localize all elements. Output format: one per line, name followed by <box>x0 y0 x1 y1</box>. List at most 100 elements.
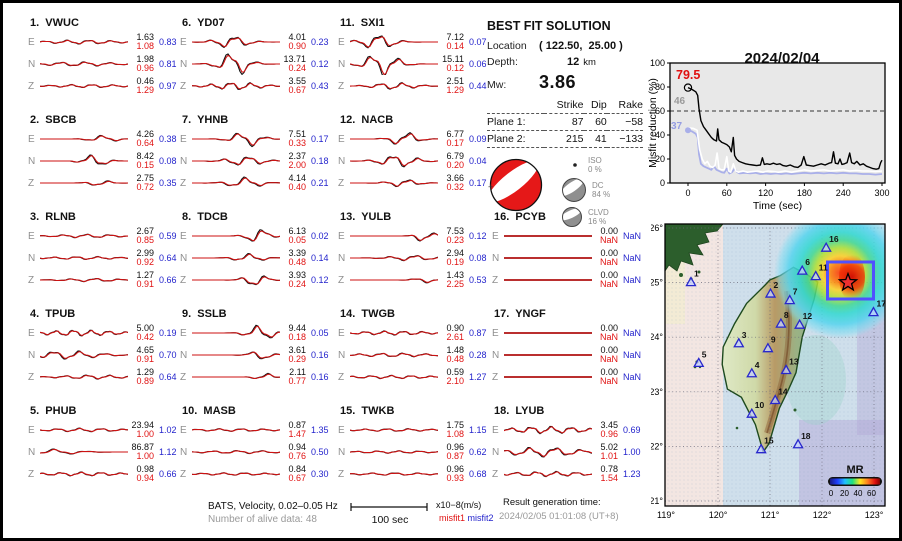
misfit1-value: NaN <box>599 257 618 267</box>
plane1-rake: −58 <box>606 113 643 131</box>
misfit1-value: 0.24 <box>288 63 306 73</box>
misfit1-value: NaN <box>599 376 618 386</box>
svg-text:121°: 121° <box>761 510 780 520</box>
waveform-trace <box>40 83 128 88</box>
misfit1-value: 0.96 <box>600 429 618 439</box>
misfit1-value: 0.91 <box>136 354 154 364</box>
waveform-trace <box>192 132 280 148</box>
station-lyub: 18. LYUB E 3.45 0.96 0.69 N 5.02 1.01 1.00 Z 0.78 1… <box>492 405 644 502</box>
amplitude-value: 7.53 <box>446 225 464 236</box>
svg-text:100: 100 <box>650 58 665 68</box>
amplitude-and-misfit1: 5.00 0.42 <box>128 323 154 343</box>
misfit1-value: 0.96 <box>136 63 154 73</box>
misfit2-value: 0.83 <box>159 37 177 47</box>
svg-text:14: 14 <box>778 387 788 397</box>
waveform-trace <box>350 374 438 380</box>
misfit2-value: 0.35 <box>159 178 177 188</box>
misfit2-value: 1.23 <box>623 469 641 479</box>
waveform-trace <box>504 470 592 478</box>
amplitude-value: 4.01 <box>288 31 306 42</box>
component-label: E <box>180 36 187 48</box>
svg-text:40: 40 <box>655 130 665 140</box>
amplitude-and-misfit1: 6.13 0.05 <box>280 226 306 246</box>
panel-title: BEST FIT SOLUTION <box>487 19 611 33</box>
svg-text:80: 80 <box>655 82 665 92</box>
iso-label: ISO <box>588 156 602 165</box>
misfit-heatmap <box>774 224 885 339</box>
component-label: Z <box>180 468 187 480</box>
waveform-row-vwuc-e: E 1.63 1.08 0.83 <box>28 31 180 53</box>
misfit2-value: 0.08 <box>469 253 487 263</box>
result-time-value: 2024/02/05 01:01:08 (UT+8) <box>499 511 619 522</box>
amplitude-and-misfit1: 2.11 0.77 <box>280 367 306 387</box>
waveform-row-masb-n: N 0.94 0.76 0.50 <box>180 441 332 463</box>
waveform-trace <box>350 352 438 358</box>
clvd-pct: 16 % <box>588 217 607 226</box>
mw-row: Mw: 3.86 <box>487 72 651 93</box>
amplitude-value: 0.84 <box>288 463 306 474</box>
misfit2-legend: misfit2 <box>467 513 494 523</box>
misfit1-value: 0.76 <box>288 451 306 461</box>
amplitude-value: 2.51 <box>446 75 464 86</box>
component-label: E <box>28 36 35 48</box>
amplitude-value: 23.94 <box>131 419 154 430</box>
svg-text:4: 4 <box>755 360 760 370</box>
waveform-trace <box>192 472 280 476</box>
station-title: 17. YNGF <box>494 308 546 320</box>
component-label: E <box>492 230 499 242</box>
waveform-trace <box>350 232 438 242</box>
misfit1-value: 0.89 <box>136 376 154 386</box>
waveform-trace <box>350 81 438 90</box>
waveform-trace <box>504 354 592 356</box>
svg-text:2: 2 <box>774 280 779 290</box>
waveform-row-twkb-z: Z 0.96 0.93 0.68 <box>338 463 490 485</box>
focal-mechanism-beachball-icon: + <box>488 158 543 212</box>
component-label: Z <box>180 177 187 189</box>
station-phub: 5. PHUB E 23.94 1.00 1.02 N 86.87 1.00 1.12 Z 0.98… <box>28 405 180 502</box>
amplitude-value: 0.00 <box>600 225 618 236</box>
mechanism-row: + ISO 0 % <box>487 156 651 228</box>
waveform-row-yhnb-n: N 2.37 2.00 0.18 <box>180 150 332 172</box>
amplitude-and-misfit1: 5.02 1.01 <box>592 442 618 462</box>
station-twkb: 15. TWKB E 1.75 1.08 1.15 N 0.96 0.87 0.62 Z 0.96 0… <box>338 405 490 502</box>
svg-text:10: 10 <box>755 400 765 410</box>
amplitude-value: 0.00 <box>600 247 618 258</box>
station-title: 15. TWKB <box>340 405 395 417</box>
misfit1-value: 0.40 <box>288 182 306 192</box>
map-station-2: 2 <box>764 280 779 298</box>
misfit2-value: 0.43 <box>311 81 329 91</box>
waveform-trace <box>350 428 438 432</box>
station-sbcb: 2. SBCB E 4.26 0.64 0.38 N 8.42 0.15 0.08 Z 2.75 0.… <box>28 114 180 211</box>
amplitude-and-misfit1: 0.90 2.61 <box>438 323 464 343</box>
misfit1-value: 0.67 <box>288 473 306 483</box>
amplitude-units-label: x10−8(m/s) <box>436 500 482 510</box>
component-label: N <box>180 58 188 70</box>
component-label: E <box>180 327 187 339</box>
misfit2-value: 0.64 <box>159 253 177 263</box>
misfit2-value: 0.06 <box>469 59 487 69</box>
station-masb: 10. MASB E 0.87 1.47 1.35 N 0.94 0.76 0.50 Z 0.84 0… <box>180 405 332 502</box>
waveform-row-vwuc-z: Z 0.46 1.29 0.97 <box>28 75 180 97</box>
station-rlnb: 3. RLNB E 2.67 0.85 0.59 N 2.99 0.92 0.64 Z 1.27 0.… <box>28 211 180 308</box>
component-label: E <box>180 424 187 436</box>
amplitude-and-misfit1: 4.26 0.64 <box>128 129 154 149</box>
component-label: N <box>180 155 188 167</box>
misfit1-value: 0.17 <box>446 138 464 148</box>
component-label: E <box>338 133 345 145</box>
map-station-1: 1 <box>685 269 699 287</box>
misfit2-value: 0.64 <box>159 372 177 382</box>
waveform-trace <box>350 450 438 454</box>
plane2-strike: 215 <box>543 130 584 148</box>
misfit2-value: 0.12 <box>311 59 329 69</box>
amplitude-value: 1.63 <box>136 31 154 42</box>
misfit1-value: 0.48 <box>288 257 306 267</box>
amplitude-value: 0.46 <box>136 75 154 86</box>
component-label: Z <box>28 468 35 480</box>
amplitude-and-misfit1: 0.59 2.10 <box>438 367 464 387</box>
misfit2-value: 0.19 <box>159 328 177 338</box>
misfit1-legend: misfit1 <box>439 513 466 523</box>
colorbar-title: MR <box>846 464 863 476</box>
amplitude-value: 6.77 <box>446 128 464 139</box>
misfit1-value: 1.29 <box>136 85 154 95</box>
